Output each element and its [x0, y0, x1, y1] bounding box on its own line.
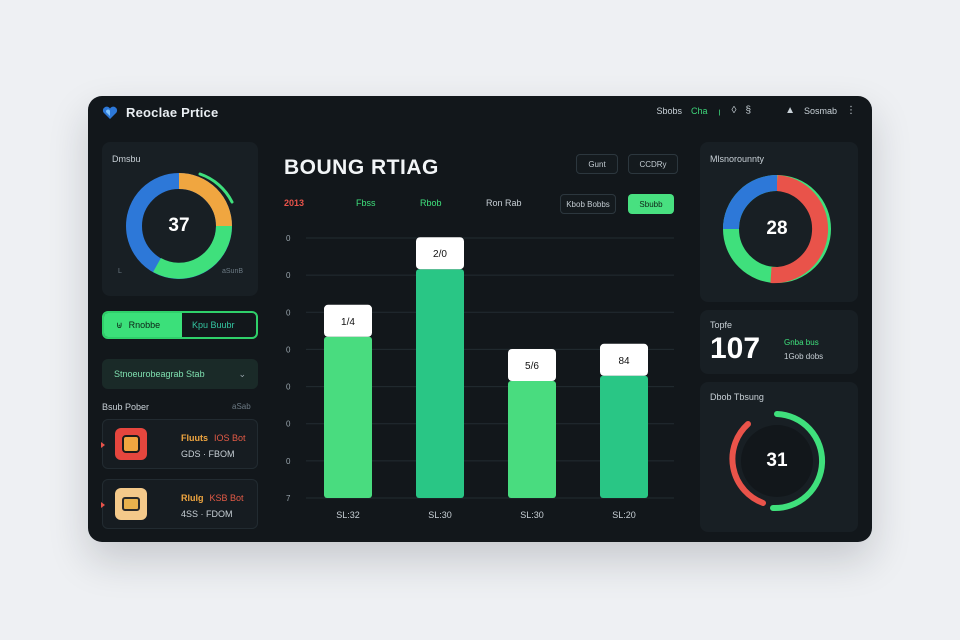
- list-item-1[interactable]: Fluuts IOS Bot GDS · FBOM: [101, 419, 258, 469]
- toggle-icon: ⊎: [116, 319, 123, 330]
- control-green-button[interactable]: Sbubb: [628, 194, 674, 214]
- gauge-chart: [729, 411, 825, 512]
- pin-icon[interactable]: ╷: [716, 105, 723, 116]
- y-tick-label: 7: [286, 494, 291, 503]
- right-donut-value: 28: [766, 218, 788, 239]
- bar: [416, 269, 464, 498]
- bookmark-icon[interactable]: ◊: [731, 105, 737, 116]
- left-donut-corner-b: aSunB: [222, 268, 244, 275]
- list-item-2-title: Rlulg KSB Bot: [181, 493, 244, 503]
- left-donut-label: Dmsbu: [112, 154, 141, 164]
- x-tick-label: SL:30: [520, 510, 544, 520]
- settings-icon[interactable]: §: [745, 105, 752, 116]
- left-donut-value: 37: [168, 215, 190, 236]
- y-tick-label: 0: [286, 234, 291, 243]
- page-title: BOUNG RTIAG: [284, 156, 439, 179]
- filter-dropdown[interactable]: Stnoeurobeagrab Stab ⌄: [102, 359, 258, 389]
- filter-tab-1[interactable]: Fbss: [356, 198, 376, 208]
- bar-label-box: [416, 237, 464, 270]
- title-bar: Reoclae Prtice Sbobs Cha ╷ ◊ § ▲ Sosmab …: [88, 96, 872, 130]
- bar-data-label: 5/6: [525, 361, 539, 372]
- filter-tab-3[interactable]: Ron Rab: [486, 198, 522, 208]
- toggle-option-inactive[interactable]: Kpu Buubr: [182, 313, 256, 337]
- y-tick-label: 0: [286, 308, 291, 317]
- toolbar-item-3[interactable]: Sosmab: [803, 105, 837, 116]
- y-tick-label: 0: [286, 457, 291, 466]
- list-item-2-detail: 4SS · FDOM: [181, 509, 233, 519]
- left-donut-corner-a: L: [118, 268, 122, 275]
- stat-line-2: 1Gob dobs: [784, 352, 824, 361]
- toolbar-item-2[interactable]: Cha: [691, 105, 708, 116]
- right-donut-chart: [723, 175, 831, 284]
- control-button[interactable]: Kbob Bobbs: [560, 194, 616, 214]
- app-title: Reoclae Prtice: [126, 105, 219, 120]
- bar-data-label: 1/4: [341, 317, 355, 328]
- chevron-down-icon: ⌄: [238, 369, 246, 379]
- more-icon[interactable]: ⋮: [846, 105, 856, 116]
- right-donut-label: Mlsnorounnty: [710, 154, 765, 164]
- y-tick-label: 0: [286, 383, 291, 392]
- bar-label-box: [600, 343, 648, 376]
- list-marker-icon: [101, 442, 105, 448]
- list-marker-icon: [101, 502, 105, 508]
- filter-tab-2[interactable]: Rbob: [420, 198, 442, 208]
- toggle-active-label: Rnobbe: [128, 320, 161, 330]
- toggle-option-active[interactable]: ⊎ Rnobbe: [104, 313, 182, 337]
- top-button-1[interactable]: Gunt: [576, 154, 618, 174]
- stat-panel: Topfe 107 Gnba bus 1Gob dobs: [700, 310, 858, 374]
- dashboard-window: Reoclae Prtice Sbobs Cha ╷ ◊ § ▲ Sosmab …: [88, 96, 872, 542]
- bar-data-label: 84: [618, 356, 630, 367]
- x-tick-label: SL:30: [428, 510, 452, 520]
- left-donut-chart: [126, 172, 234, 279]
- left-donut-panel: Dmsbu 37 L aSunB: [102, 142, 258, 296]
- y-tick-label: 0: [286, 271, 291, 280]
- y-tick-label: 0: [286, 420, 291, 429]
- list-item-1-title: Fluuts IOS Bot: [181, 433, 246, 443]
- thumbnail-inner: [122, 497, 140, 511]
- bar-chart: 0 0 0 0 0 0 0 7 1/4 SL:32 2/0 SL:30 5/6 SL:30 84 SL:20: [286, 234, 674, 520]
- bar: [324, 336, 372, 498]
- filter-year[interactable]: 2013: [284, 198, 305, 208]
- stat-label: Topfe: [710, 320, 733, 330]
- right-donut-panel: Mlsnorounnty 28: [700, 142, 858, 302]
- filter-dropdown-label: Stnoeurobeagrab Stab: [114, 369, 205, 379]
- home-icon[interactable]: ▲: [785, 105, 795, 116]
- stat-line-1: Gnba bus: [784, 338, 819, 347]
- list-item-2[interactable]: Rlulg KSB Bot 4SS · FDOM: [101, 479, 258, 529]
- gauge-label: Dbob Tbsung: [710, 392, 764, 402]
- list-item-1-detail: GDS · FBOM: [181, 449, 235, 459]
- stat-value: 107: [710, 332, 761, 365]
- x-tick-label: SL:20: [612, 510, 636, 520]
- bar-label-box: [508, 349, 556, 381]
- bar-label-box: [324, 304, 372, 337]
- app-thumbnail-icon: [115, 488, 147, 520]
- list-header: Bsub Pober: [102, 402, 150, 412]
- list-header-right: aSab: [232, 402, 251, 411]
- app-thumbnail-icon: [115, 428, 147, 460]
- gauge-value: 31: [766, 450, 788, 471]
- thumbnail-inner: [122, 435, 140, 453]
- bar-data-label: 2/0: [433, 249, 447, 260]
- top-button-2[interactable]: CCDRy: [628, 154, 678, 174]
- segmented-toggle: ⊎ Rnobbe Kpu Buubr: [102, 311, 258, 339]
- y-tick-label: 0: [286, 345, 291, 354]
- bar: [508, 381, 556, 498]
- toggle-inactive-label: Kpu Buubr: [192, 320, 235, 330]
- heart-shield-icon: [102, 106, 118, 119]
- toolbar-item-1[interactable]: Sbobs: [656, 105, 682, 116]
- toolbar: Sbobs Cha ╷ ◊ § ▲ Sosmab ⋮: [656, 105, 856, 116]
- x-tick-label: SL:32: [336, 510, 360, 520]
- bar: [600, 375, 648, 498]
- gauge-panel: Dbob Tbsung 31: [700, 382, 858, 532]
